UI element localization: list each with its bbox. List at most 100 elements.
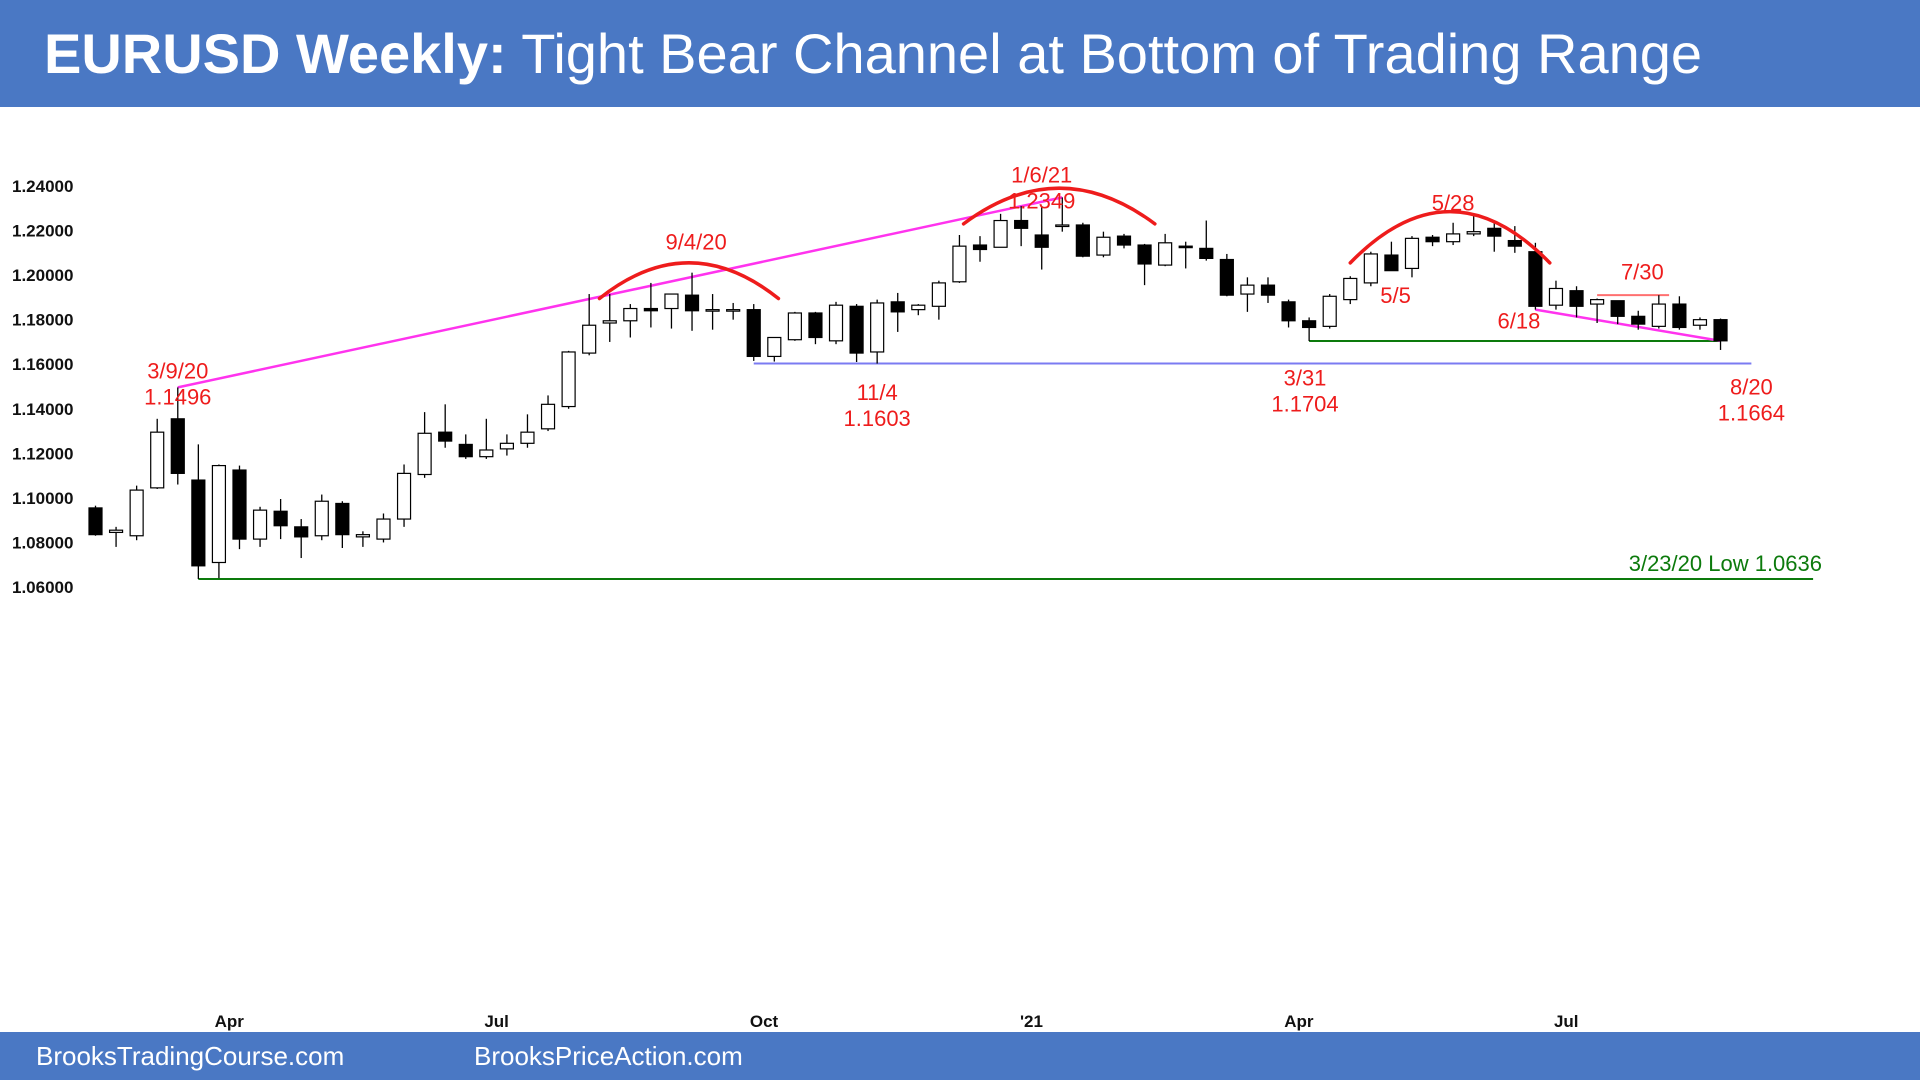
footer-site-right[interactable]: BrooksPriceAction.com (474, 1041, 743, 1071)
candle (684, 272, 700, 331)
bear-candle-body (1116, 235, 1132, 246)
bull-candle-body (870, 302, 885, 353)
bear-candle-body (438, 431, 453, 442)
bull-candle-body (787, 312, 802, 341)
annotation-line: 1.1704 (1271, 391, 1338, 416)
annotation-line: 3/31 (1284, 365, 1327, 390)
bull-candle-body (561, 351, 576, 408)
y-tick-label: 1.06000 (12, 578, 73, 597)
candle (1446, 222, 1461, 246)
candle (1260, 277, 1276, 303)
candle (705, 294, 720, 330)
candle (294, 519, 309, 559)
annotation-line: 1.2349 (1008, 189, 1075, 214)
annotation-label: 3/31 1.1704 (1271, 365, 1338, 416)
footer-banner: BrooksTradingCourse.com BrooksPriceActio… (0, 1032, 1920, 1080)
annotation-line: 5/5 (1380, 283, 1411, 308)
bear-candle-body (1487, 227, 1502, 237)
bull-candle-body (664, 293, 679, 310)
candle (1281, 299, 1296, 328)
candle (252, 506, 268, 547)
pattern-arc (961, 186, 1157, 226)
candlestick-chart: 1.24000 1.22000 1.20000 1.18000 1.16000 1.140… (12, 163, 1822, 1031)
bear-candle-body (808, 312, 823, 339)
candle (623, 304, 638, 338)
bear-candle-body (1014, 219, 1029, 229)
candle (314, 494, 329, 541)
x-axis-ticks: Apr Jul Oct '21 Apr Jul (215, 1012, 1579, 1031)
candle (993, 213, 1008, 248)
guide-lines (198, 294, 1814, 580)
annotation-line: 11/4 (857, 380, 898, 405)
y-tick-label: 1.22000 (12, 222, 73, 241)
candle (108, 526, 124, 547)
candle (890, 292, 905, 332)
candles (88, 197, 1728, 579)
candle (1528, 242, 1543, 310)
bull-candle-body (396, 472, 412, 520)
candle (88, 505, 103, 536)
bull-candle-body (150, 431, 165, 489)
bear-candle-body (273, 510, 288, 527)
bear-candle-body (1528, 251, 1543, 307)
bear-candle-body (1672, 303, 1687, 329)
bear-candle-body (335, 502, 350, 536)
bull-candle-body (1343, 277, 1358, 301)
annotation-label: 7/30 (1621, 260, 1664, 285)
bear-candle-body (643, 307, 658, 312)
bear-candle-body (1178, 245, 1193, 249)
candle (664, 293, 679, 329)
bear-candle-body (1425, 236, 1440, 243)
bull-candle-body (705, 309, 720, 312)
bear-candle-body (1075, 224, 1090, 257)
candle (1096, 231, 1111, 258)
bull-candle-body (520, 431, 535, 444)
bear-candle-body (458, 443, 473, 458)
bull-candle-body (108, 529, 124, 534)
bull-candle-body (993, 219, 1008, 248)
candle (1631, 310, 1646, 330)
candle (828, 301, 844, 345)
candle (952, 235, 967, 283)
y-tick-label: 1.14000 (12, 400, 73, 419)
annotation-label: 5/28 (1432, 191, 1475, 216)
annotations: 3/9/20 1.1496 9/4/20 1/6/21 1.2349 11/4 1.1603… (144, 163, 1822, 576)
y-tick-label: 1.10000 (12, 489, 73, 508)
candle (499, 434, 514, 456)
bull-candle-body (129, 489, 144, 537)
bear-candle-body (1384, 254, 1399, 272)
y-tick-label: 1.12000 (12, 444, 73, 463)
bull-candle-body (417, 432, 432, 476)
bull-candle-body (499, 442, 514, 450)
bear-candle-body (1631, 315, 1646, 325)
candle (808, 311, 823, 345)
title-banner: EURUSD Weekly: Tight Bear Channel at Bot… (0, 0, 1920, 107)
bear-candle-body (294, 526, 309, 538)
bull-candle-body (1466, 231, 1481, 235)
bull-candle-body (1651, 303, 1666, 327)
candle (1507, 226, 1522, 253)
bear-candle-body (232, 469, 247, 540)
bear-candle-body (1199, 247, 1214, 260)
bull-candle-body (479, 449, 494, 458)
y-tick-label: 1.20000 (12, 266, 73, 285)
candle (849, 304, 864, 362)
candle (1713, 318, 1728, 350)
bear-candle-body (746, 309, 761, 358)
bear-candle-body (1610, 300, 1625, 317)
bear-candle-body (88, 507, 103, 536)
candle (602, 294, 617, 342)
candle (170, 387, 185, 485)
candle (376, 513, 391, 543)
footer-site-left[interactable]: BrooksTradingCourse.com (36, 1041, 345, 1071)
candle (1404, 236, 1420, 278)
candle (335, 501, 350, 549)
bull-candle-body (1240, 284, 1255, 295)
annotation-line: 3/9/20 (147, 359, 208, 384)
y-tick-label: 1.08000 (12, 533, 73, 552)
candle (1178, 241, 1193, 269)
y-tick-label: 1.18000 (12, 311, 73, 330)
x-tick-label: Oct (750, 1012, 779, 1031)
low-level-label: 3/23/20 Low 1.0636 (1629, 551, 1822, 576)
pattern-arc (597, 261, 781, 301)
